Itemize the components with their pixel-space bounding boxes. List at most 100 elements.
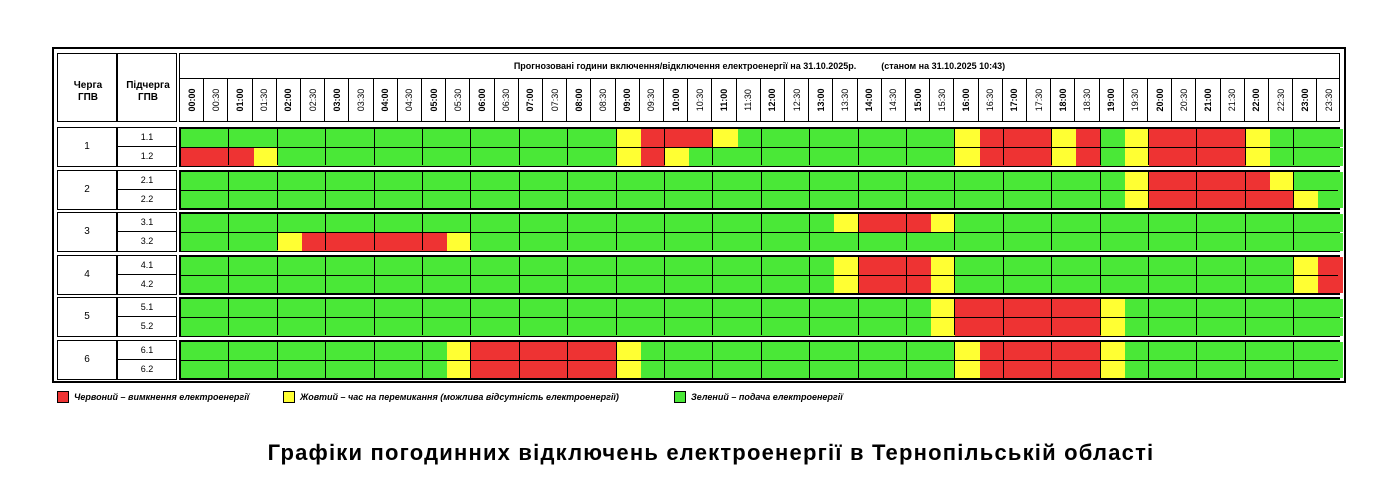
hour-divider [518, 299, 520, 335]
time-slot-cell [616, 360, 642, 378]
time-slot-cell [519, 275, 545, 293]
time-slot-cell [1173, 256, 1198, 275]
time-slot-cell [1318, 275, 1344, 293]
subqueue-label: 6.1 [118, 341, 176, 360]
time-slot-cell [423, 147, 448, 166]
time-slot-header: 02:00 [277, 79, 301, 121]
schedule-title: Прогнозовані години включення/відключенн… [180, 54, 1339, 79]
time-slot-cell [1028, 214, 1053, 232]
schedule-frame [52, 47, 1346, 383]
time-slot-cell [326, 214, 351, 232]
time-slot-cell [1149, 214, 1174, 232]
hour-divider [1002, 341, 1004, 378]
time-slot-cell [761, 129, 787, 147]
time-slot-cell [931, 360, 956, 378]
time-slot-header: 21:30 [1221, 79, 1245, 121]
time-slot-cell [592, 341, 618, 360]
time-slot-cell [616, 171, 642, 190]
time-slot-label: 10:00 [670, 88, 681, 112]
hour-divider [857, 299, 859, 335]
time-slot-cell [495, 232, 521, 251]
time-slot-cell [592, 147, 618, 166]
time-slot-cell [1076, 299, 1102, 317]
subqueue-schedule-row [181, 171, 1344, 190]
time-slot-cell [713, 360, 739, 378]
time-slot-cell [882, 360, 908, 378]
time-slot-cell [1100, 341, 1126, 360]
time-slot-cell [616, 190, 642, 208]
time-slot-cell [1052, 190, 1077, 208]
time-slot-header: 09:30 [640, 79, 664, 121]
time-slot-cell [1076, 171, 1102, 190]
time-slot-cell [1270, 190, 1295, 208]
time-slot-cell [858, 190, 884, 208]
time-slot-cell [1173, 147, 1198, 166]
time-slot-cell [786, 341, 811, 360]
time-slot-cell [1100, 129, 1126, 147]
time-slot-cell [689, 299, 714, 317]
time-slot-cell [1124, 256, 1150, 275]
time-slot-cell [374, 214, 400, 232]
time-slot-cell [277, 214, 303, 232]
subqueue-schedule-row [181, 214, 1344, 232]
time-slot-cell [398, 129, 424, 147]
time-slot-cell [1294, 129, 1319, 147]
time-slot-cell [955, 147, 981, 166]
time-slot-cell [205, 214, 230, 232]
hour-divider [228, 341, 230, 378]
time-slot-cell [665, 214, 690, 232]
hour-divider [567, 256, 569, 293]
hour-divider [470, 256, 472, 293]
time-slot-cell [1003, 232, 1029, 251]
time-slot-cell [423, 341, 448, 360]
time-slot-header: 11:30 [737, 79, 761, 121]
time-slot-cell [495, 256, 521, 275]
time-slot-cell [640, 317, 666, 336]
row-divider [181, 317, 1338, 318]
time-slot-cell [423, 317, 448, 336]
time-slot-header: 23:30 [1317, 79, 1341, 121]
queue-header: Черга ГПВ [57, 53, 117, 122]
time-slot-cell [1197, 256, 1223, 275]
time-slot-cell [1197, 147, 1223, 166]
time-slot-cell [931, 317, 956, 336]
hour-divider [615, 214, 617, 250]
time-slot-cell [761, 214, 787, 232]
time-slot-cell [374, 147, 400, 166]
time-slot-cell [1294, 317, 1319, 336]
hour-divider [276, 214, 278, 250]
subqueue-label: 3.1 [118, 213, 176, 232]
time-slot-cell [1100, 171, 1126, 190]
time-slot-header: 14:00 [858, 79, 882, 121]
time-slot-cell [665, 341, 690, 360]
time-slot-label: 23:00 [1299, 88, 1310, 112]
queue-schedule-grid [179, 169, 1344, 210]
time-slot-cell [882, 190, 908, 208]
time-slot-label: 13:30 [839, 88, 850, 112]
time-slot-cell [616, 275, 642, 293]
queue-label: 1 [84, 141, 90, 152]
hour-divider [1148, 299, 1149, 335]
time-slot-cell [1124, 214, 1150, 232]
time-slot-cell [1197, 214, 1223, 232]
time-slot-cell [1124, 317, 1150, 336]
time-slot-cell [350, 214, 376, 232]
time-slot-cell [544, 275, 569, 293]
time-slot-cell [1028, 129, 1053, 147]
time-slot-cell [713, 317, 739, 336]
time-slot-cell [423, 256, 448, 275]
time-slot-cell [737, 256, 763, 275]
legend-swatch [57, 391, 69, 403]
hour-divider [373, 299, 375, 335]
hour-divider [760, 129, 762, 165]
time-slot-cell [1124, 341, 1150, 360]
time-slot-cell [253, 317, 279, 336]
hour-divider [906, 214, 907, 250]
hour-divider [1051, 299, 1053, 335]
time-slot-cell [834, 171, 860, 190]
time-slot-label: 01:00 [234, 88, 245, 112]
time-slot-cell [665, 317, 690, 336]
hour-divider [664, 129, 665, 165]
time-slot-cell [834, 341, 860, 360]
hour-divider [228, 299, 230, 335]
